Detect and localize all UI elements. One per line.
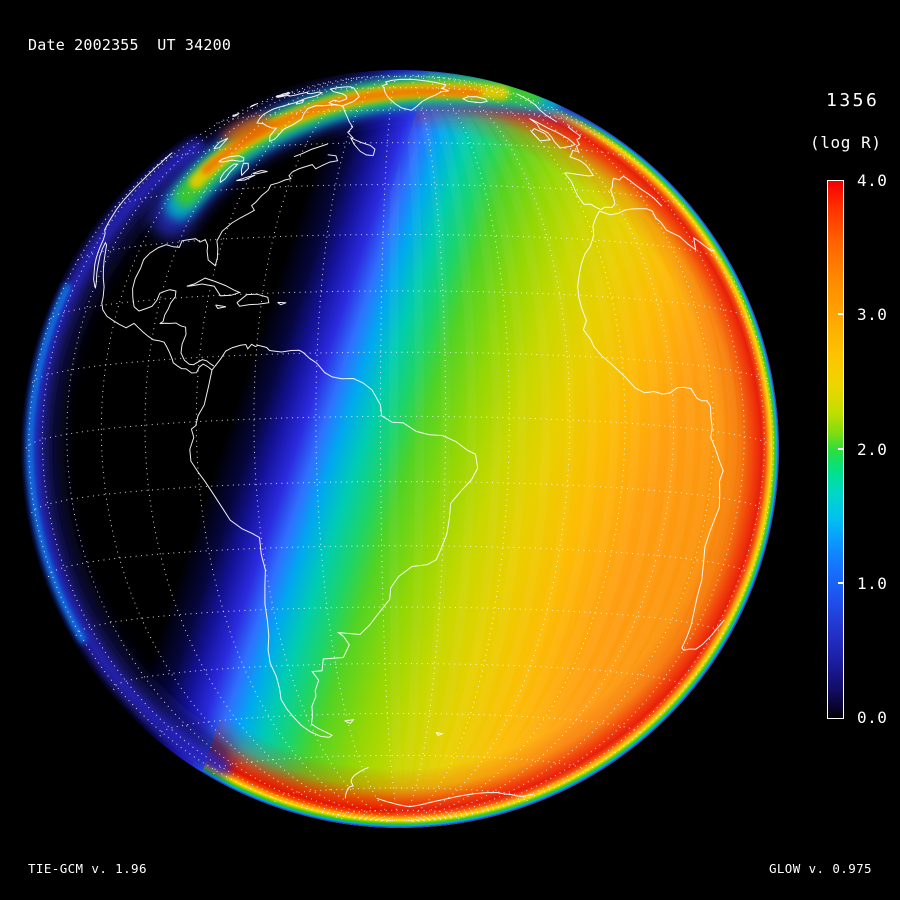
colorbar-units-label: (log R)	[810, 133, 882, 152]
glow-version-label: GLOW v. 0.975	[768, 861, 872, 876]
model-version-label: TIE-GCM v. 1.96	[28, 861, 147, 876]
colorbar-tick-mark	[838, 447, 843, 450]
graticule	[25, 74, 775, 822]
date-label: Date 2002355 UT 34200	[28, 36, 232, 54]
colorbar-tick-label: 3.0	[857, 305, 888, 325]
colorbar-tick-label: 2.0	[857, 439, 888, 459]
colorbar-tick-label: 1.0	[857, 573, 888, 593]
night-limb-glow	[26, 138, 231, 776]
dayside-sector-streaks	[389, 70, 778, 826]
coastlines	[93, 78, 725, 808]
colorbar-title: 1356	[826, 90, 880, 111]
colorbar-tick-mark	[838, 581, 843, 584]
colorbar-tick-label: 4.0	[857, 171, 888, 190]
colorbar-tick-mark	[838, 313, 843, 316]
colorbar	[827, 180, 844, 719]
colorbar-tick-label: 0.0	[857, 708, 888, 727]
